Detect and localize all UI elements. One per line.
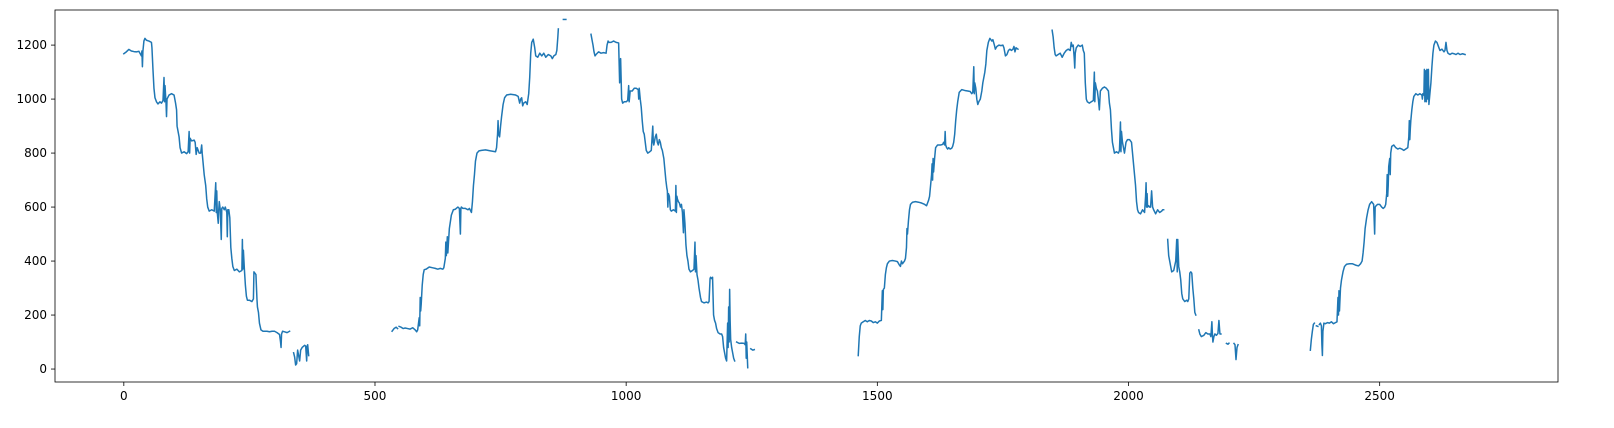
- y-tick-label: 800: [24, 146, 47, 160]
- series-line-segment: [1318, 40, 1467, 357]
- x-tick-label: 2500: [1364, 389, 1395, 403]
- y-tick-label: 0: [39, 362, 47, 376]
- series-layer: [122, 18, 1467, 369]
- series-line-segment: [749, 347, 756, 351]
- x-tick-label: 0: [120, 389, 128, 403]
- y-tick-label: 200: [24, 308, 47, 322]
- y-tick-label: 400: [24, 254, 47, 268]
- series-line-segment: [398, 28, 560, 333]
- series-line-segment: [1309, 322, 1316, 351]
- series-line-segment: [1232, 342, 1239, 361]
- y-tick-label: 1200: [16, 38, 47, 52]
- series-line-segment: [1197, 319, 1222, 343]
- series-line-segment: [1166, 238, 1197, 317]
- x-tick-label: 1500: [862, 389, 893, 403]
- x-tick-label: 1000: [611, 389, 642, 403]
- y-tick-label: 1000: [16, 92, 47, 106]
- series-line-segment: [391, 326, 399, 333]
- plot-frame: [54, 9, 1559, 383]
- axis-layer: 0 500 1000 1500 2000 2500 0 200 400 600 800 1000 120…: [16, 38, 1394, 403]
- series-line-segment: [735, 333, 749, 369]
- series-line-segment: [1051, 29, 1165, 215]
- series-line-segment: [590, 33, 736, 362]
- series-line-segment: [857, 37, 1020, 357]
- y-tick-label: 600: [24, 200, 47, 214]
- series-line-segment: [292, 344, 310, 366]
- series-line-segment: [1225, 342, 1231, 345]
- series-line-segment: [122, 37, 291, 349]
- series-line-segment: [1315, 324, 1319, 328]
- x-tick-label: 500: [364, 389, 387, 403]
- x-tick-label: 2000: [1113, 389, 1144, 403]
